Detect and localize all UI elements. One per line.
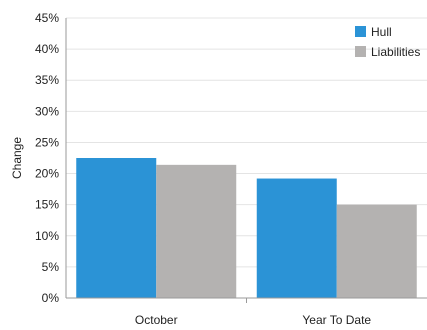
y-tick-label: 15%: [35, 198, 59, 212]
legend-swatch: [355, 46, 366, 57]
y-tick-label: 20%: [35, 167, 59, 181]
y-tick-label: 30%: [35, 104, 59, 118]
legend-label: Hull: [371, 25, 392, 39]
bar-hull-year-to-date: [256, 178, 337, 298]
legend: Hull Liabilities: [355, 25, 420, 59]
y-tick-label: 40%: [35, 42, 59, 56]
y-tick-label: 5%: [42, 260, 60, 274]
y-tick-label: 10%: [35, 229, 59, 243]
y-tick-label: 45%: [35, 11, 59, 25]
x-tick-label: Year To Date: [302, 313, 371, 325]
legend-swatch: [355, 26, 366, 37]
legend-label: Liabilities: [371, 45, 420, 59]
y-tick-label: 25%: [35, 135, 59, 149]
y-axis-label: Change: [10, 137, 24, 179]
bar-hull-october: [76, 158, 157, 298]
y-tick-label: 0%: [42, 291, 60, 305]
bar-liabilities-year-to-date: [336, 204, 417, 298]
bars: [76, 158, 417, 298]
x-tick-label: October: [135, 313, 178, 325]
y-tick-label: 35%: [35, 73, 59, 87]
bar-liabilities-october: [156, 164, 237, 298]
axes: 0% 5% 10% 15% 20% 25% 30% 35% 40% 45% October Year …: [35, 11, 427, 327]
